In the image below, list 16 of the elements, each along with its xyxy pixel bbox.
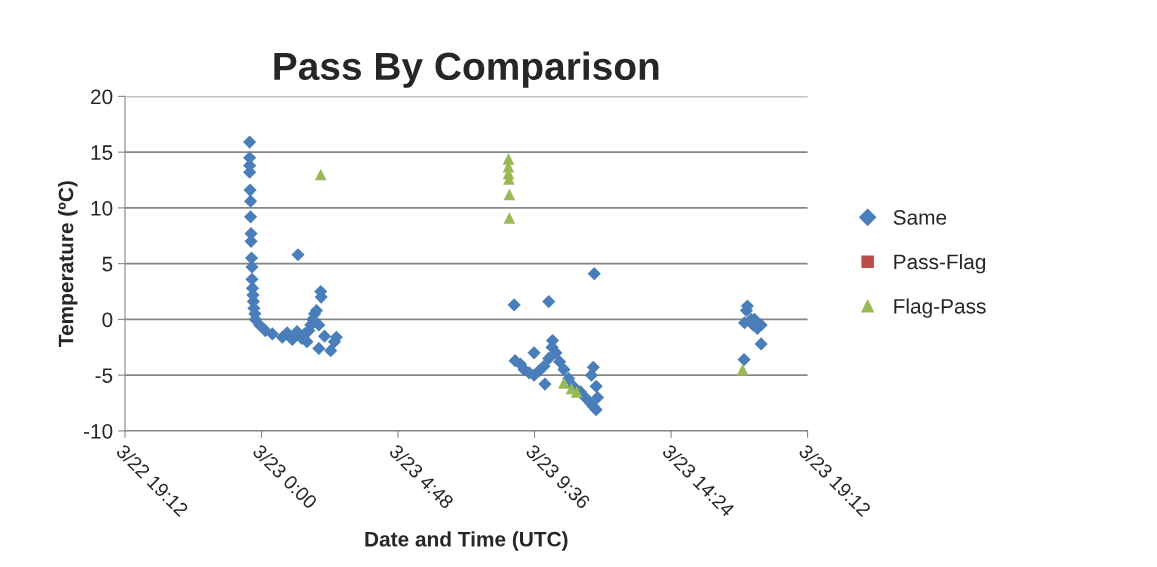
x-tick-label: 3/23 9:36 [524, 443, 592, 510]
y-tick-label: 10 [91, 200, 113, 216]
x-tick-label: 3/23 4:48 [388, 443, 455, 510]
x-axis-title: Date and Time (UTC) [365, 531, 568, 551]
legend-label: Same [893, 210, 947, 225]
y-tick-label: 5 [102, 256, 113, 272]
legend-label: Flag-Pass [894, 298, 986, 318]
y-axis-title: Temperature (ºC) [58, 181, 78, 347]
y-tick-label: -5 [95, 368, 113, 383]
legend-label: Pass-Flag [894, 253, 986, 274]
x-tick-label: 3/23 0:00 [251, 443, 319, 510]
chart-title: Pass By Comparison [274, 51, 659, 88]
y-tick-label: 15 [91, 145, 113, 160]
y-tick-label: 20 [91, 89, 113, 105]
y-tick-label: -10 [83, 423, 113, 439]
y-tick-label: 0 [102, 312, 113, 328]
